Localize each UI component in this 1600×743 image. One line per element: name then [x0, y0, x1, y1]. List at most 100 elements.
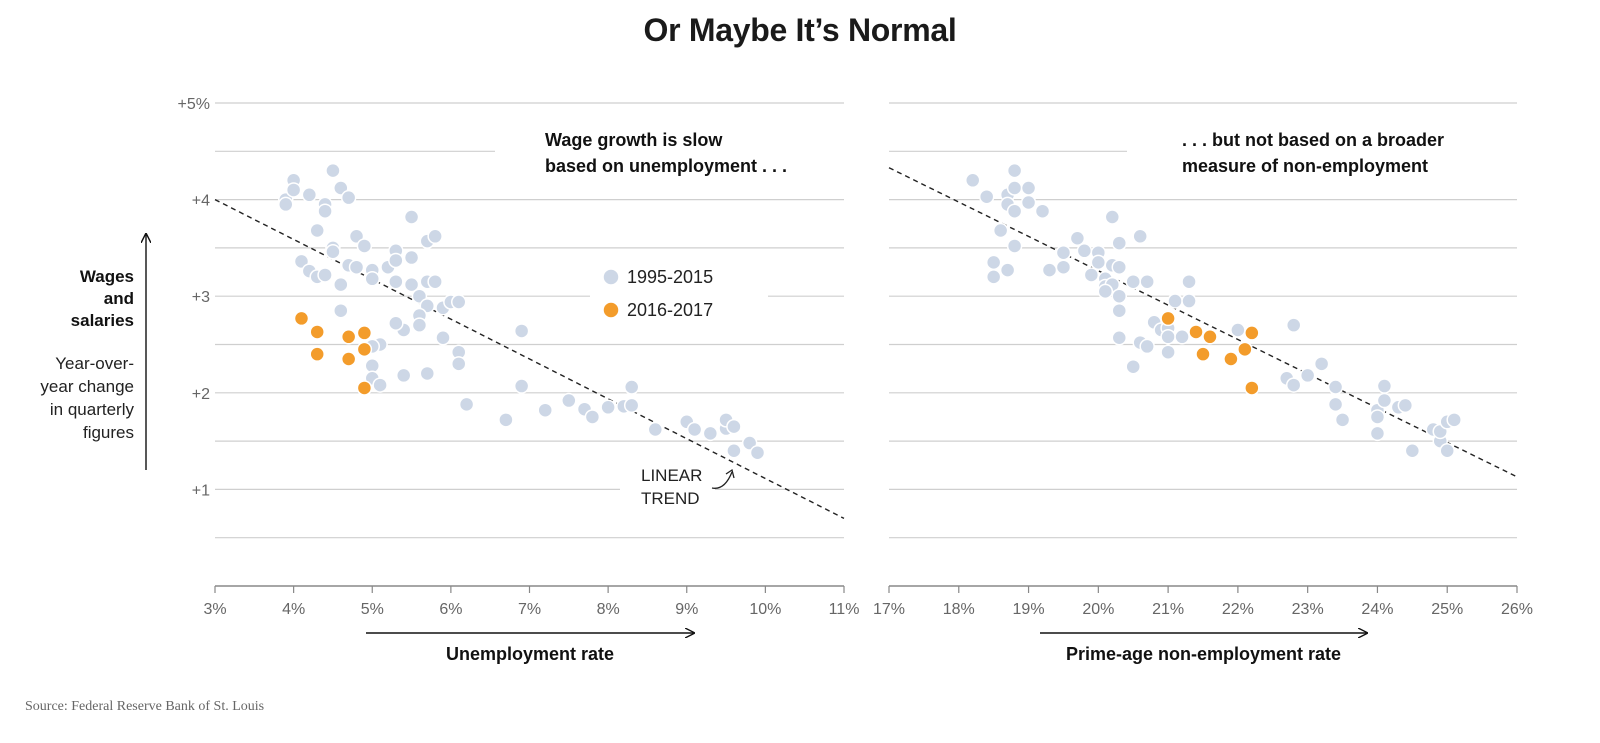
point-1995-2015: [1006, 162, 1023, 179]
trend-label: TREND: [641, 489, 700, 508]
point-1995-2015: [1076, 243, 1093, 259]
point-2016-2017: [356, 341, 373, 358]
point-1995-2015: [1132, 228, 1148, 245]
point-1995-2015: [1167, 293, 1183, 309]
point-1995-2015: [584, 409, 601, 425]
point-1995-2015: [427, 228, 443, 245]
point-1995-2015: [333, 302, 349, 319]
source-note: Source: Federal Reserve Bank of St. Loui…: [25, 699, 265, 714]
legend: 1995-2015 2016-2017: [602, 267, 713, 320]
point-1995-2015: [403, 209, 420, 225]
point-1995-2015: [1111, 259, 1128, 275]
point-1995-2015: [513, 378, 530, 394]
y-axis-sublabel-line: year change: [40, 377, 134, 396]
point-1995-2015: [1006, 203, 1023, 219]
trend-lines: [214, 167, 1518, 520]
y-axis-sublabel-line: Year-over-: [55, 354, 134, 373]
point-1995-2015: [749, 444, 766, 461]
point-2016-2017: [340, 351, 357, 367]
x-tick-label: 17%: [873, 601, 905, 618]
point-2016-2017: [293, 310, 310, 327]
point-1995-2015: [301, 187, 318, 203]
panel-annotation: based on unemployment . . .: [545, 156, 787, 176]
point-1995-2015: [978, 188, 995, 205]
point-1995-2015: [348, 259, 365, 275]
point-1995-2015: [1055, 259, 1072, 275]
x-tick-label: 18%: [943, 601, 975, 618]
trend-label-pointer-head: [725, 468, 735, 479]
point-1995-2015: [372, 377, 388, 393]
point-2016-2017: [1202, 329, 1218, 345]
point-1995-2015: [1069, 230, 1086, 246]
point-1995-2015: [600, 399, 616, 416]
point-1995-2015: [1139, 338, 1155, 355]
point-1995-2015: [450, 294, 467, 310]
point-1995-2015: [985, 254, 1002, 271]
point-1995-2015: [278, 196, 294, 213]
linear-trend-line: [214, 198, 845, 520]
x-axis-title: Unemployment rate: [446, 644, 614, 664]
point-1995-2015: [1299, 367, 1316, 384]
y-axis-label-line: Wages: [79, 267, 134, 286]
point-1995-2015: [403, 276, 420, 293]
point-1995-2015: [1369, 425, 1386, 442]
point-1995-2015: [1376, 392, 1393, 409]
point-1995-2015: [1334, 412, 1351, 428]
point-1995-2015: [1160, 344, 1176, 360]
y-tick-label: +2: [192, 386, 210, 403]
point-1995-2015: [513, 323, 530, 339]
point-2016-2017: [340, 329, 357, 345]
point-1995-2015: [1041, 262, 1058, 278]
y-axis-label-line: and: [103, 289, 134, 308]
point-1995-2015: [403, 249, 420, 266]
point-2016-2017: [356, 325, 373, 341]
x-tick-label: 23%: [1292, 601, 1324, 618]
point-1995-2015: [561, 392, 577, 409]
point-1995-2015: [427, 273, 443, 290]
point-1995-2015: [325, 244, 341, 260]
x-tick-label: 5%: [361, 601, 384, 618]
point-2016-2017: [1188, 324, 1204, 340]
x-tick-label: 3%: [203, 601, 226, 618]
point-1995-2015: [1139, 273, 1155, 290]
x-axis-title: Prime-age non-employment rate: [1066, 644, 1341, 664]
point-1995-2015: [388, 252, 404, 269]
trend-label-pointer: [711, 471, 733, 489]
axes: [146, 234, 1518, 633]
point-1995-2015: [458, 396, 475, 413]
legend-label: 1995-2015: [627, 267, 713, 287]
y-tick-label: +1: [192, 482, 210, 499]
point-1995-2015: [726, 443, 742, 459]
x-tick-label: 24%: [1361, 601, 1393, 618]
y-axis-sublabel: Year-over- year change in quarterly figu…: [40, 352, 134, 444]
point-1995-2015: [309, 222, 325, 239]
point-2016-2017: [1160, 310, 1176, 327]
point-1995-2015: [450, 356, 467, 372]
point-1995-2015: [1285, 377, 1302, 393]
point-1995-2015: [1090, 254, 1107, 271]
point-1995-2015: [388, 273, 404, 290]
point-1995-2015: [1397, 397, 1414, 414]
point-1995-2015: [1181, 273, 1197, 290]
panel-annotation: Wage growth is slow: [545, 130, 723, 150]
point-1995-2015: [1439, 443, 1455, 459]
point-1995-2015: [1111, 288, 1128, 304]
point-1995-2015: [1181, 293, 1197, 309]
point-2016-2017: [1244, 325, 1260, 341]
point-1995-2015: [1285, 317, 1302, 333]
point-1995-2015: [325, 162, 341, 179]
point-1995-2015: [1097, 283, 1114, 300]
point-1995-2015: [1111, 329, 1128, 346]
x-tick-label: 11%: [829, 601, 860, 618]
point-1995-2015: [537, 402, 553, 418]
legend-label: 2016-2017: [627, 300, 713, 320]
point-1995-2015: [364, 271, 380, 287]
y-axis-sublabel-line: figures: [82, 423, 134, 442]
point-2016-2017: [356, 380, 373, 396]
point-1995-2015: [317, 267, 333, 283]
point-1995-2015: [985, 269, 1002, 285]
point-1995-2015: [1006, 180, 1023, 196]
y-axis-sublabel-line: in quarterly: [49, 400, 134, 419]
point-2016-2017: [309, 346, 325, 362]
